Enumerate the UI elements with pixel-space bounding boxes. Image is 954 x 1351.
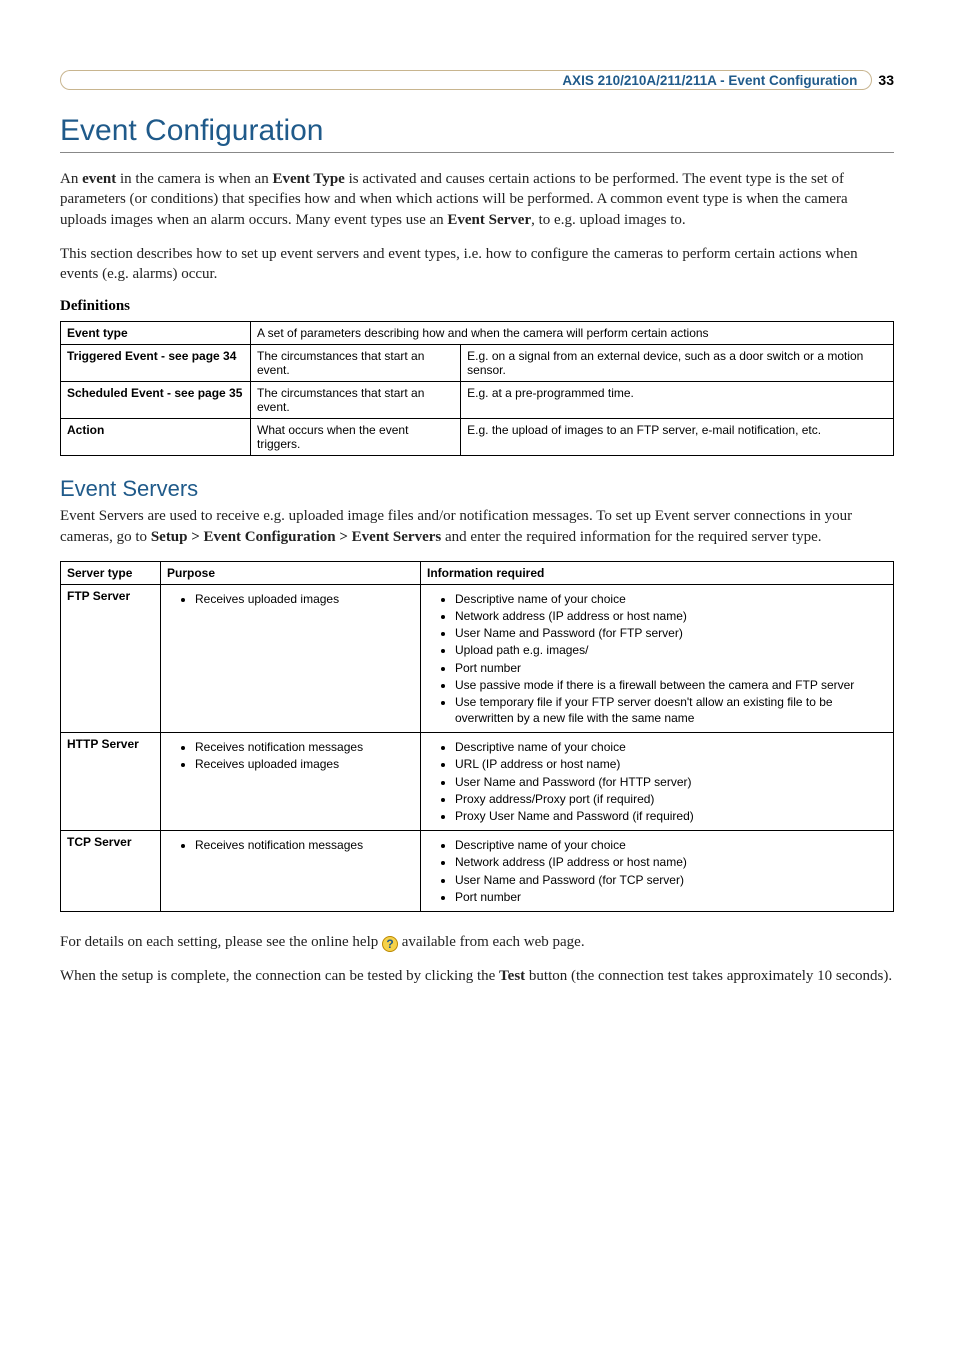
list-item: Descriptive name of your choice [455, 837, 887, 853]
list-item: Receives notification messages [195, 837, 414, 853]
intro-paragraph-1: An event in the camera is when an Event … [60, 169, 894, 230]
header-decor-right [862, 70, 872, 90]
event-servers-heading: Event Servers [60, 476, 894, 502]
header-decor-fill [69, 70, 556, 90]
def-value: What occurs when the event triggers. [251, 419, 461, 456]
def-label: Event type [61, 322, 251, 345]
list-item: Proxy User Name and Password (if require… [455, 808, 887, 824]
list-item: Port number [455, 660, 887, 676]
def-label: Triggered Event - see page 34 [61, 345, 251, 382]
server-type: FTP Server [61, 584, 161, 733]
server-info: Descriptive name of your choice Network … [421, 584, 894, 733]
footer-paragraph-2: When the setup is complete, the connecti… [60, 966, 894, 986]
table-header-row: Server type Purpose Information required [61, 561, 894, 584]
list-item: Network address (IP address or host name… [455, 854, 887, 870]
server-info: Descriptive name of your choice Network … [421, 831, 894, 912]
text: button (the connection test takes approx… [525, 968, 892, 984]
list-item: Port number [455, 889, 887, 905]
list-item: Receives uploaded images [195, 591, 414, 607]
list-item: User Name and Password (for HTTP server) [455, 774, 887, 790]
breadcrumb: AXIS 210/210A/211/211A - Event Configura… [562, 73, 857, 88]
help-icon: ? [382, 936, 398, 952]
footer-paragraph-1: For details on each setting, please see … [60, 932, 894, 952]
page-header: AXIS 210/210A/211/211A - Event Configura… [60, 70, 894, 90]
table-row: HTTP Server Receives notification messag… [61, 733, 894, 831]
definitions-heading: Definitions [60, 298, 894, 315]
table-row: Triggered Event - see page 34 The circum… [61, 345, 894, 382]
col-header: Server type [61, 561, 161, 584]
list-item: Receives notification messages [195, 739, 414, 755]
text: When the setup is complete, the connecti… [60, 968, 499, 984]
text-bold: event [82, 171, 116, 187]
text: An [60, 171, 82, 187]
text: and enter the required information for t… [441, 529, 821, 545]
text-bold: Setup > Event Configuration > Event Serv… [151, 529, 441, 545]
table-row: Scheduled Event - see page 35 The circum… [61, 382, 894, 419]
list-item: Descriptive name of your choice [455, 591, 887, 607]
text-bold: Event Type [272, 171, 344, 187]
table-row: Event type A set of parameters describin… [61, 322, 894, 345]
text: For details on each setting, please see … [60, 934, 382, 950]
list-item: Use passive mode if there is a firewall … [455, 677, 887, 693]
text: , to e.g. upload images to. [531, 212, 686, 228]
page-title: Event Configuration [60, 114, 894, 153]
server-table: Server type Purpose Information required… [60, 561, 894, 912]
intro-paragraph-2: This section describes how to set up eve… [60, 244, 894, 285]
server-type: TCP Server [61, 831, 161, 912]
def-value: E.g. the upload of images to an FTP serv… [461, 419, 894, 456]
list-item: User Name and Password (for TCP server) [455, 872, 887, 888]
server-purpose: Receives notification messages Receives … [161, 733, 421, 831]
text: in the camera is when an [116, 171, 272, 187]
def-label: Action [61, 419, 251, 456]
text: available from each web page. [402, 934, 585, 950]
server-info: Descriptive name of your choice URL (IP … [421, 733, 894, 831]
def-value: The circumstances that start an event. [251, 382, 461, 419]
list-item: URL (IP address or host name) [455, 756, 887, 772]
col-header: Information required [421, 561, 894, 584]
server-type: HTTP Server [61, 733, 161, 831]
server-purpose: Receives uploaded images [161, 584, 421, 733]
table-row: Action What occurs when the event trigge… [61, 419, 894, 456]
def-value: E.g. at a pre-programmed time. [461, 382, 894, 419]
page-number: 33 [878, 72, 894, 88]
col-header: Purpose [161, 561, 421, 584]
list-item: Use temporary file if your FTP server do… [455, 694, 887, 726]
list-item: Descriptive name of your choice [455, 739, 887, 755]
table-row: FTP Server Receives uploaded images Desc… [61, 584, 894, 733]
def-value: A set of parameters describing how and w… [251, 322, 894, 345]
event-servers-paragraph: Event Servers are used to receive e.g. u… [60, 506, 894, 547]
list-item: Receives uploaded images [195, 756, 414, 772]
list-item: Upload path e.g. images/ [455, 642, 887, 658]
text-bold: Event Server [447, 212, 531, 228]
def-label: Scheduled Event - see page 35 [61, 382, 251, 419]
definitions-table: Event type A set of parameters describin… [60, 321, 894, 456]
table-row: TCP Server Receives notification message… [61, 831, 894, 912]
server-purpose: Receives notification messages [161, 831, 421, 912]
text-bold: Test [499, 968, 525, 984]
def-value: The circumstances that start an event. [251, 345, 461, 382]
list-item: User Name and Password (for FTP server) [455, 625, 887, 641]
def-value: E.g. on a signal from an external device… [461, 345, 894, 382]
header-text-wrap: AXIS 210/210A/211/211A - Event Configura… [556, 70, 863, 90]
list-item: Proxy address/Proxy port (if required) [455, 791, 887, 807]
list-item: Network address (IP address or host name… [455, 608, 887, 624]
